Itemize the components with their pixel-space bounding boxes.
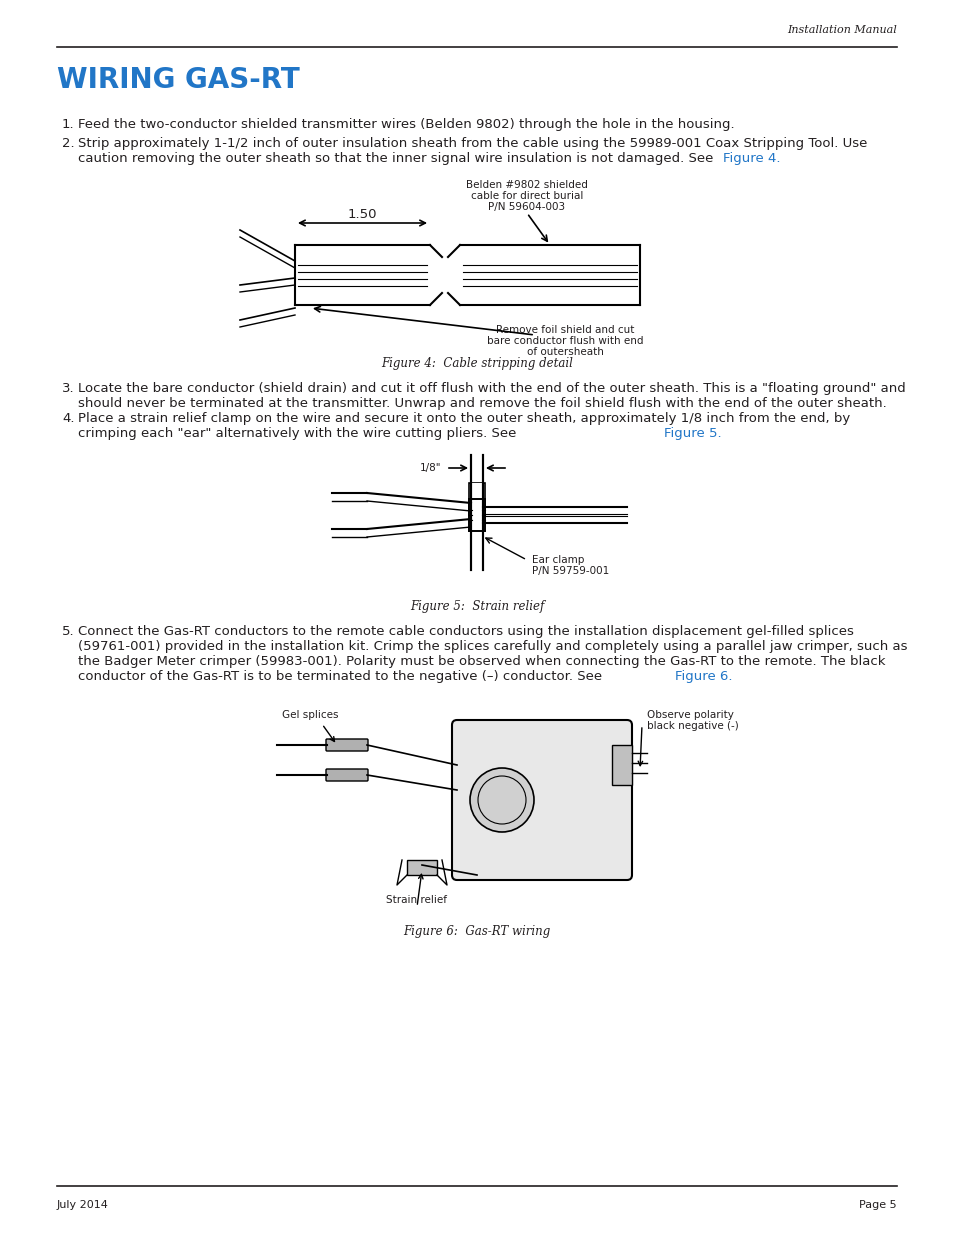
Text: Feed the two-conductor shielded transmitter wires (Belden 9802) through the hole: Feed the two-conductor shielded transmit… <box>78 119 734 131</box>
Text: Belden #9802 shielded: Belden #9802 shielded <box>466 180 587 190</box>
Bar <box>469 483 484 515</box>
Text: Figure 5:  Strain relief: Figure 5: Strain relief <box>410 600 543 613</box>
Text: 1.50: 1.50 <box>348 207 376 221</box>
Text: 1.: 1. <box>62 119 74 131</box>
Text: 4.: 4. <box>62 412 74 425</box>
Text: Connect the Gas-RT conductors to the remote cable conductors using the installat: Connect the Gas-RT conductors to the rem… <box>78 625 853 638</box>
FancyBboxPatch shape <box>326 769 368 781</box>
Bar <box>407 860 436 876</box>
Text: bare conductor flush with end: bare conductor flush with end <box>486 336 642 346</box>
Text: should never be terminated at the transmitter. Unwrap and remove the foil shield: should never be terminated at the transm… <box>78 396 886 410</box>
Text: black negative (-): black negative (-) <box>646 721 738 731</box>
Text: Installation Manual: Installation Manual <box>786 25 896 35</box>
Text: Place a strain relief clamp on the wire and secure it onto the outer sheath, app: Place a strain relief clamp on the wire … <box>78 412 849 425</box>
Text: of outersheath: of outersheath <box>526 347 603 357</box>
FancyBboxPatch shape <box>452 720 631 881</box>
Text: July 2014: July 2014 <box>57 1200 109 1210</box>
Text: 1/8": 1/8" <box>419 463 440 473</box>
Text: P/N 59759-001: P/N 59759-001 <box>532 566 609 576</box>
Text: Remove foil shield and cut: Remove foil shield and cut <box>496 325 634 335</box>
Bar <box>612 745 631 785</box>
Text: Strip approximately 1-1/2 inch of outer insulation sheath from the cable using t: Strip approximately 1-1/2 inch of outer … <box>78 137 866 149</box>
Text: Figure 5.: Figure 5. <box>663 427 720 440</box>
Text: 2.: 2. <box>62 137 74 149</box>
Text: Figure 6.: Figure 6. <box>675 671 732 683</box>
Text: Page 5: Page 5 <box>859 1200 896 1210</box>
Text: caution removing the outer sheath so that the inner signal wire insulation is no: caution removing the outer sheath so tha… <box>78 152 717 165</box>
FancyBboxPatch shape <box>326 739 368 751</box>
Text: conductor of the Gas-RT is to be terminated to the negative (–) conductor. See: conductor of the Gas-RT is to be termina… <box>78 671 606 683</box>
Text: Observe polarity: Observe polarity <box>646 710 733 720</box>
Text: 5.: 5. <box>62 625 74 638</box>
Text: Strain relief: Strain relief <box>386 895 447 905</box>
Bar <box>471 483 482 515</box>
Text: Figure 6:  Gas-RT wiring: Figure 6: Gas-RT wiring <box>403 925 550 939</box>
Text: cable for direct burial: cable for direct burial <box>471 191 582 201</box>
Text: Gel splices: Gel splices <box>282 710 338 720</box>
Text: Locate the bare conductor (shield drain) and cut it off flush with the end of th: Locate the bare conductor (shield drain)… <box>78 382 904 395</box>
Text: 3.: 3. <box>62 382 74 395</box>
Text: WIRING GAS-RT: WIRING GAS-RT <box>57 65 299 94</box>
Text: crimping each "ear" alternatively with the wire cutting pliers. See: crimping each "ear" alternatively with t… <box>78 427 520 440</box>
Text: the Badger Meter crimper (59983-001). Polarity must be observed when connecting : the Badger Meter crimper (59983-001). Po… <box>78 655 884 668</box>
Text: Figure 4:  Cable stripping detail: Figure 4: Cable stripping detail <box>380 357 573 370</box>
Circle shape <box>470 768 534 832</box>
Bar <box>469 499 484 531</box>
Text: Ear clamp: Ear clamp <box>532 555 584 564</box>
Text: P/N 59604-003: P/N 59604-003 <box>488 203 565 212</box>
Text: (59761-001) provided in the installation kit. Crimp the splices carefully and co: (59761-001) provided in the installation… <box>78 640 906 653</box>
Text: Figure 4.: Figure 4. <box>722 152 780 165</box>
